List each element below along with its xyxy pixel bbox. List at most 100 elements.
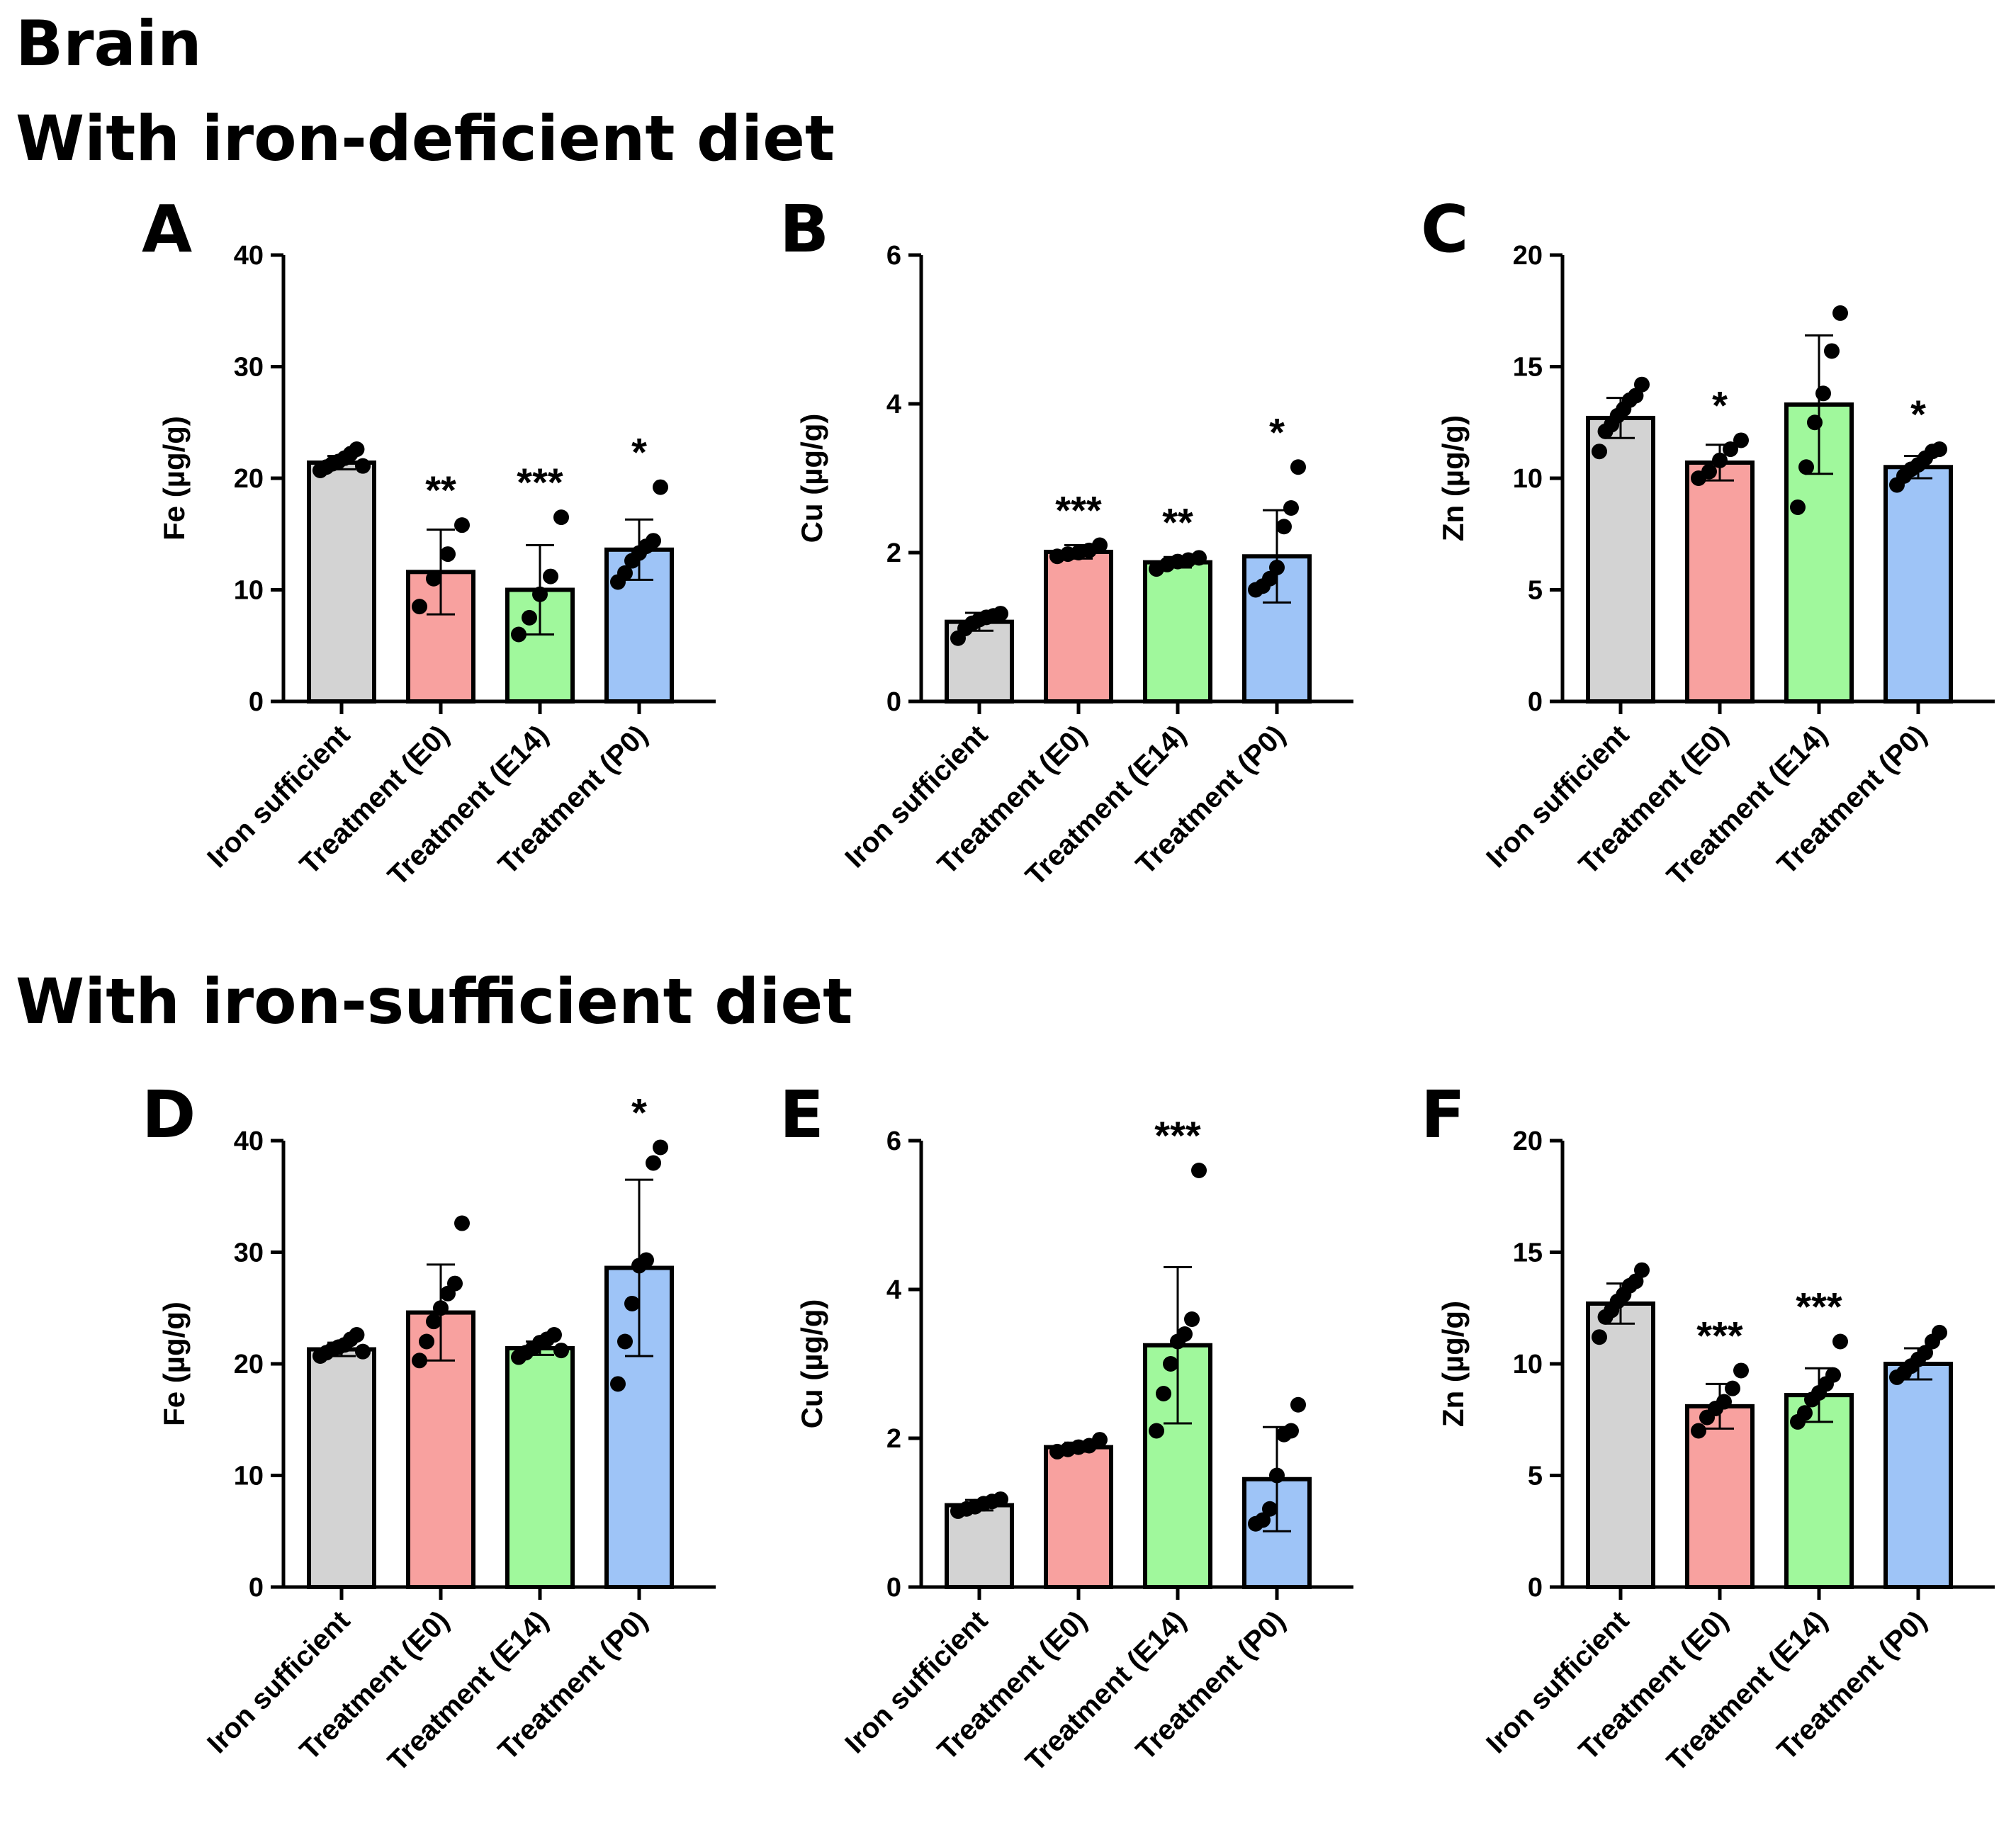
bar (1044, 549, 1113, 704)
data-point (1163, 1356, 1178, 1372)
data-point (1832, 1333, 1848, 1350)
y-axis-label: Fe (µg/g) (157, 416, 191, 541)
panel-letter: C (1421, 191, 1469, 267)
y-tick-label: 4 (886, 390, 901, 419)
y-tick-label: 2 (886, 538, 901, 568)
panel-c: C 0 5 10 15 20 Zn (µg/g) Iron sufficient * Treatm… (1414, 184, 2016, 935)
y-tick-label: 0 (1528, 1573, 1543, 1603)
significance-label: * (1910, 392, 1926, 436)
y-tick-label: 0 (249, 1573, 264, 1603)
data-point (1262, 1501, 1278, 1517)
y-tick-label: 4 (886, 1275, 901, 1305)
data-point (1177, 1326, 1193, 1342)
significance-label: ** (425, 468, 456, 512)
data-point (522, 609, 537, 626)
y-tick-label: 20 (1513, 241, 1543, 271)
data-point (440, 546, 456, 563)
data-point (1276, 519, 1292, 535)
significance-label: * (631, 1090, 647, 1134)
data-point (412, 599, 427, 615)
y-tick-label: 5 (1528, 1462, 1543, 1491)
bar (1586, 415, 1655, 704)
y-tick-label: 10 (234, 1462, 264, 1491)
bar (307, 1347, 376, 1589)
y-axis-label: Zn (µg/g) (1436, 415, 1470, 541)
bar (307, 460, 376, 704)
data-point (1733, 432, 1749, 448)
significance-label: *** (1154, 1113, 1201, 1158)
data-point (1592, 444, 1607, 460)
panel-a: A 0 10 20 30 40 Fe (µg/g) Iron sufficient ** Trea… (135, 184, 772, 935)
significance-label: *** (1055, 488, 1102, 533)
significance-label: ** (1162, 499, 1193, 544)
panel-letter: F (1421, 1077, 1465, 1153)
data-point (412, 1353, 427, 1369)
bar (1044, 1445, 1113, 1589)
data-point (1807, 414, 1823, 431)
data-point (426, 1314, 441, 1330)
data-point (1149, 1423, 1164, 1439)
y-tick-label: 40 (234, 1127, 264, 1156)
bar (1143, 560, 1212, 704)
figure-title-brain: Brain (16, 7, 202, 80)
significance-label: * (631, 430, 647, 475)
significance-label: * (1269, 410, 1285, 454)
y-tick-label: 10 (1513, 464, 1543, 494)
data-point (1798, 459, 1814, 475)
data-point (1716, 1394, 1732, 1410)
data-point (454, 517, 470, 533)
y-tick-label: 30 (234, 1238, 264, 1268)
y-tick-label: 20 (1513, 1127, 1543, 1156)
bar (1883, 1362, 1953, 1589)
data-point (1092, 537, 1108, 553)
data-point (993, 606, 1008, 622)
data-point (653, 1139, 668, 1156)
y-tick-label: 5 (1528, 576, 1543, 606)
data-point (1191, 1163, 1207, 1178)
y-tick-label: 30 (234, 353, 264, 383)
data-point (1269, 560, 1285, 575)
data-point (1634, 1262, 1650, 1278)
data-point (1733, 1362, 1749, 1379)
y-tick-label: 0 (249, 687, 264, 717)
data-point (1691, 1423, 1706, 1439)
data-point (543, 568, 558, 585)
panel-d: D 0 10 20 30 40 Fe (µg/g) Iron sufficient Treatm… (135, 1070, 772, 1821)
data-point (532, 586, 548, 602)
bar (1586, 1301, 1655, 1589)
data-point (617, 1333, 633, 1350)
data-point (454, 1215, 470, 1231)
data-point (653, 479, 668, 495)
y-tick-label: 0 (886, 687, 901, 717)
panel-letter: B (779, 191, 829, 267)
data-point (1262, 570, 1278, 587)
data-point (646, 1155, 661, 1171)
data-point (447, 1275, 463, 1292)
y-tick-label: 20 (234, 464, 264, 494)
data-point (617, 565, 633, 581)
data-point (553, 509, 569, 526)
bar (505, 1345, 575, 1589)
y-axis-label: Zn (µg/g) (1436, 1301, 1470, 1427)
panel-letter: D (142, 1077, 196, 1153)
data-point (1832, 305, 1848, 321)
data-point (419, 1333, 434, 1350)
y-tick-label: 0 (1528, 687, 1543, 717)
significance-label: *** (517, 460, 563, 504)
significance-label: * (1712, 383, 1728, 427)
section-heading-iron-sufficient: With iron-sufficient diet (16, 965, 853, 1038)
data-point (1255, 1512, 1271, 1528)
y-axis-label: Cu (µg/g) (795, 1299, 828, 1429)
data-point (1723, 441, 1738, 458)
data-point (1790, 499, 1806, 515)
data-point (624, 1295, 640, 1311)
data-point (646, 533, 661, 549)
data-point (993, 1491, 1008, 1508)
significance-label: *** (1696, 1313, 1743, 1357)
data-point (1918, 1345, 1933, 1361)
data-point (1269, 1467, 1285, 1484)
data-point (1815, 385, 1831, 402)
